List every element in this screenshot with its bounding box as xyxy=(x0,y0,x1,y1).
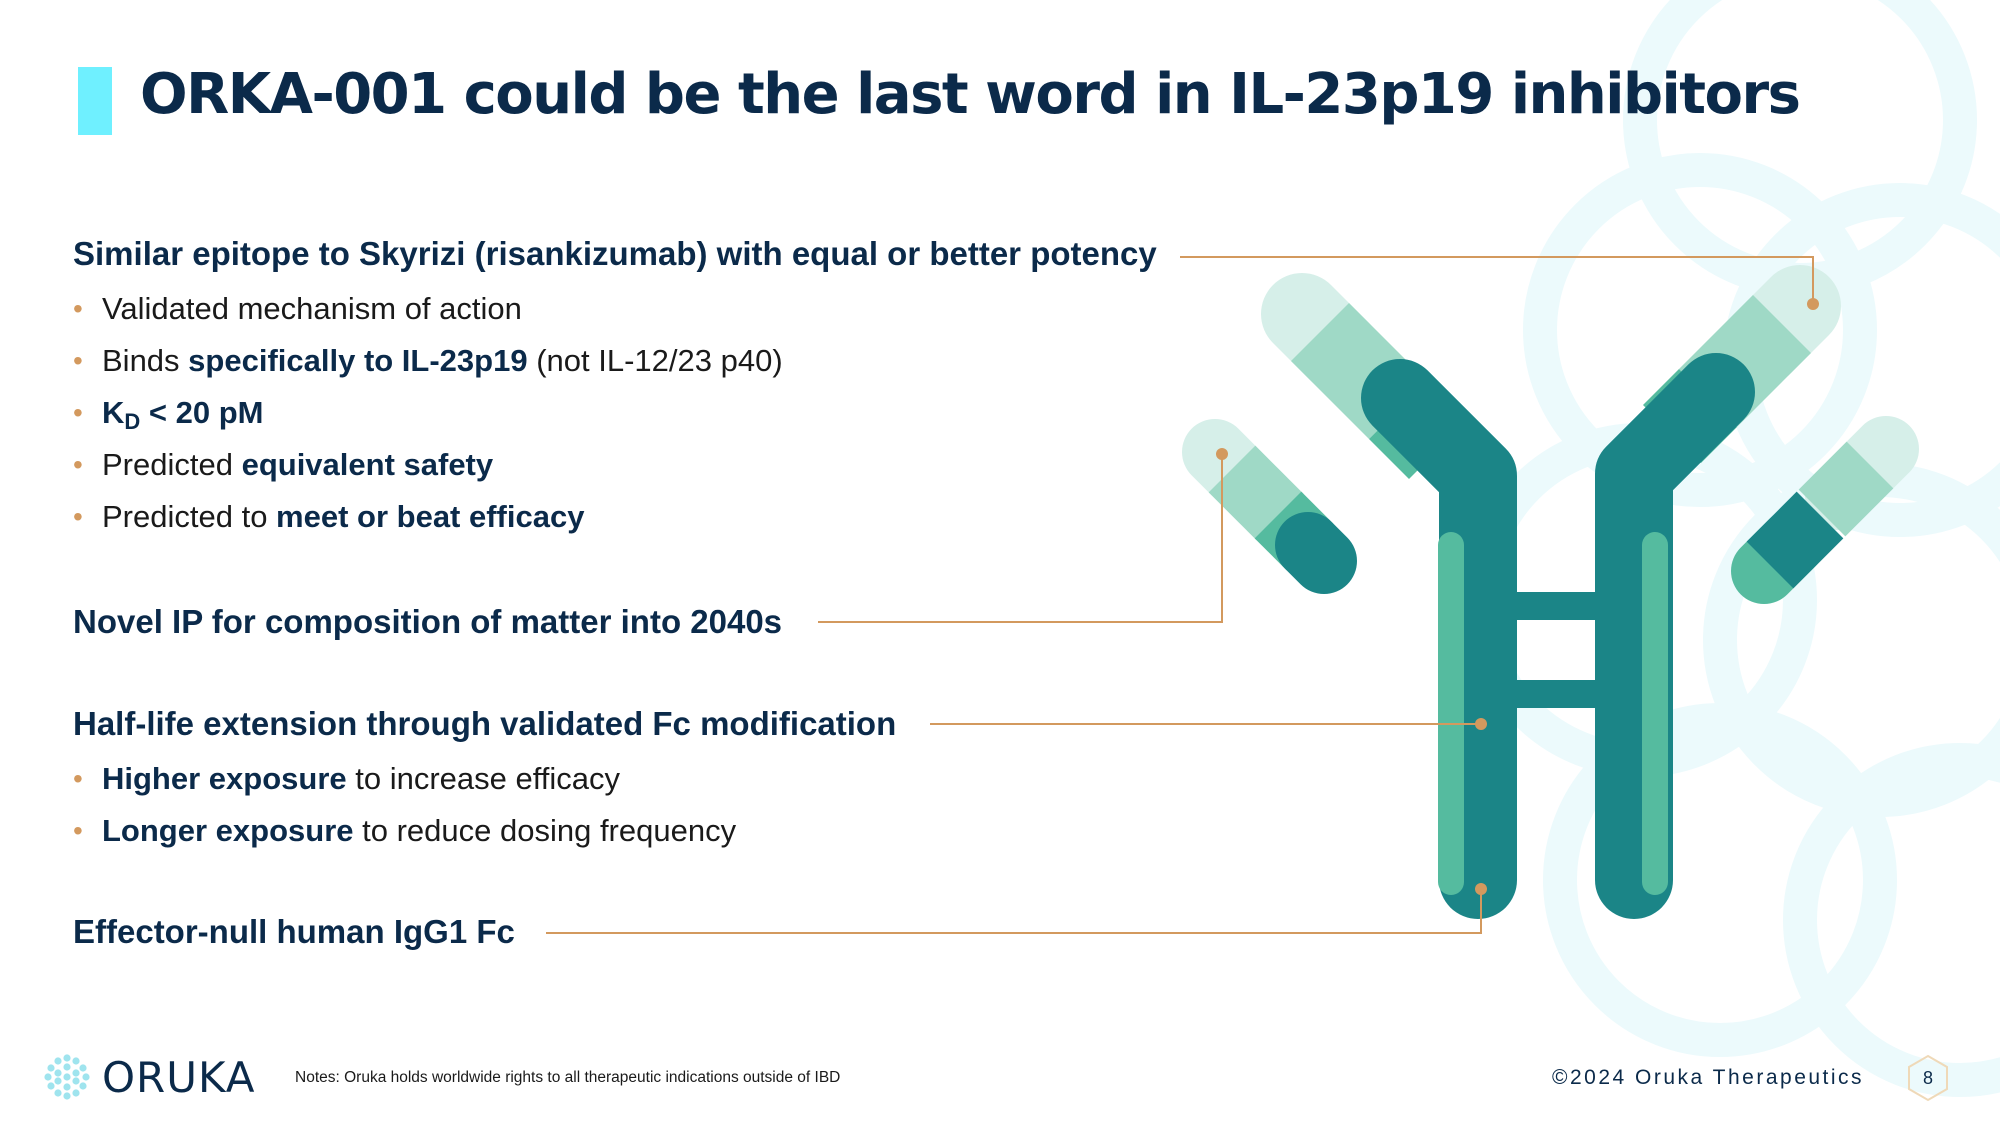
page-number: 8 xyxy=(1922,1068,1933,1088)
slide-title: ORKA-001 could be the last word in IL-23… xyxy=(140,62,1801,127)
oruka-logo-icon xyxy=(44,1054,90,1100)
lower-hinge-bar xyxy=(1500,680,1612,708)
bullet-dot-icon: • xyxy=(73,815,83,846)
fc-leader-dot xyxy=(1475,883,1487,895)
page-number-badge: 8 xyxy=(1906,1054,1950,1102)
hexagon-icon xyxy=(1908,1054,1948,1102)
footer-copyright: ©2024 Oruka Therapeutics xyxy=(1552,1066,1865,1089)
left-light-chain-dark xyxy=(1275,512,1357,594)
epitope-bullet-list: • Validated mechanism of action • Binds sp… xyxy=(73,289,783,549)
list-item: • Higher exposure to increase efficacy xyxy=(73,759,736,811)
leader-dots xyxy=(1216,298,1819,895)
bullet-dot-icon: • xyxy=(73,345,83,376)
fc-leader-line xyxy=(546,889,1482,934)
left-arm-dark xyxy=(1361,359,1517,919)
half-life-bullet-list: • Higher exposure to increase efficacy • L… xyxy=(73,759,736,863)
list-item: • Binds specifically to IL-23p19 (not IL-… xyxy=(73,341,783,393)
left-light-chain-light xyxy=(1208,445,1304,541)
footer-notes: Notes: Oruka holds worldwide rights to a… xyxy=(295,1069,841,1086)
epitope-leader-dot xyxy=(1807,298,1819,310)
list-item: • Longer exposure to reduce dosing freque… xyxy=(73,811,736,863)
epitope-heading: Similar epitope to Skyrizi (risankizumab… xyxy=(73,235,1157,272)
title-accent-bar xyxy=(78,67,112,135)
list-item: • Predicted to meet or beat efficacy xyxy=(73,497,783,549)
right-light-chain-light xyxy=(1798,441,1894,537)
half-life-heading: Half-life extension through validated Fc… xyxy=(73,705,897,742)
leader-lines xyxy=(546,256,1814,934)
bullet-dot-icon: • xyxy=(73,763,83,794)
bullet-dot-icon: • xyxy=(73,501,83,532)
antibody-shape xyxy=(1182,265,1919,919)
bullet-dot-icon: • xyxy=(73,397,83,428)
upper-hinge-bar xyxy=(1500,592,1612,620)
right-light-chain-dark xyxy=(1746,491,1844,589)
half-life-leader-dot xyxy=(1475,718,1487,730)
bullet-dot-icon: • xyxy=(73,449,83,480)
list-item: • Validated mechanism of action xyxy=(73,289,783,341)
right-arm-dark xyxy=(1595,353,1755,919)
epitope-leader-line xyxy=(1180,256,1814,304)
ip-leader-line xyxy=(818,454,1223,623)
ip-heading: Novel IP for composition of matter into … xyxy=(73,603,783,640)
ip-leader-dot xyxy=(1216,448,1228,460)
fc-heading: Effector-null human IgG1 Fc xyxy=(73,913,515,950)
bullet-dot-icon: • xyxy=(73,293,83,324)
footer-brand: ORUKA xyxy=(102,1053,256,1102)
list-item: • Predicted equivalent safety xyxy=(73,445,783,497)
list-item: • KD < 20 pM xyxy=(73,395,264,434)
